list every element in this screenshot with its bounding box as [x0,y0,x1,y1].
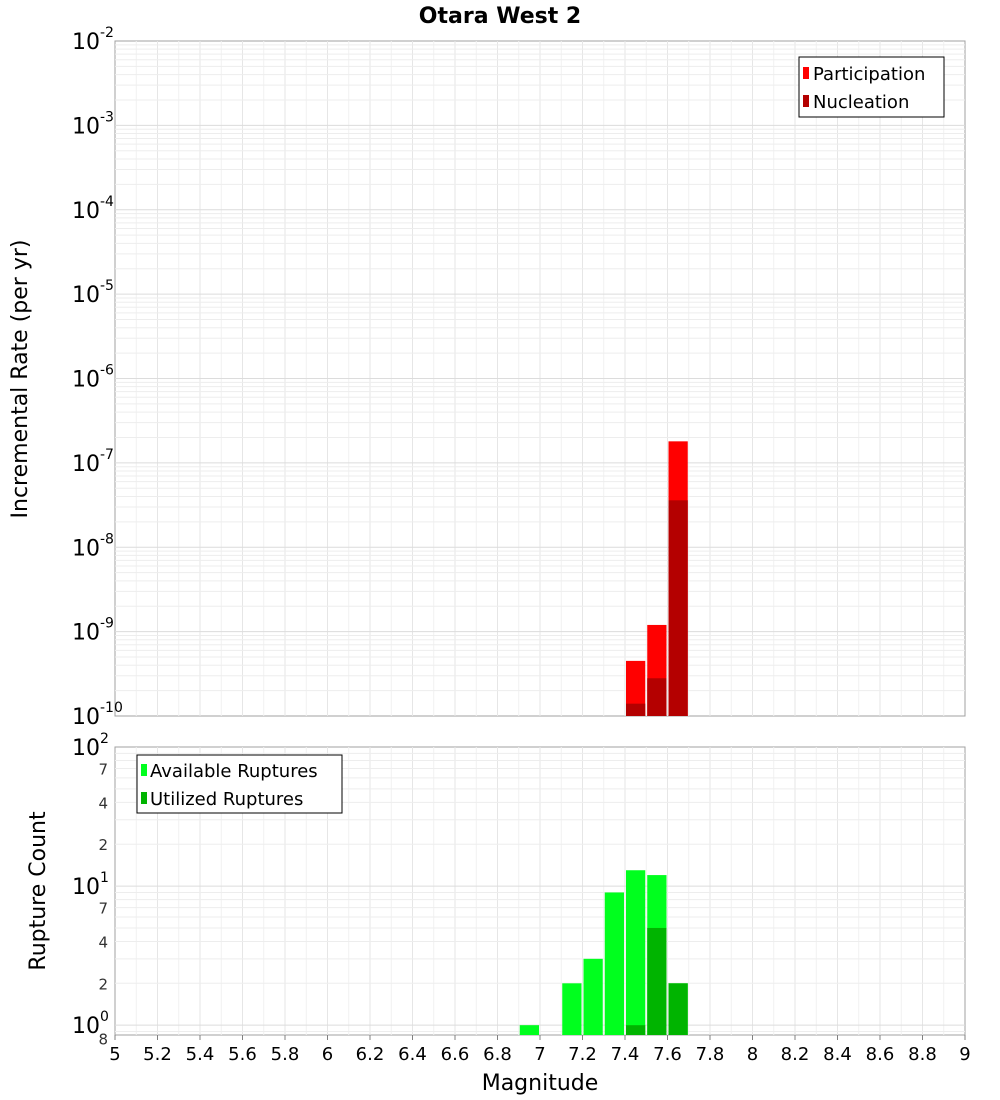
count-y-tick-label: 101 [72,870,109,900]
count-y-ticks: 100 101 102 8 2 4 7 2 4 7 [72,731,109,1049]
count-y-axis-label: Rupture Count [26,811,51,971]
x-ticks: 5 5.2 5.4 5.6 5.8 6 6.2 6.4 6.6 6.8 7 7.2 7.4 7.6 7.8 8… [109,1035,971,1065]
count-y-minor-tick-label: 2 [98,836,108,854]
count-y-tick-label: 102 [72,731,109,761]
x-tick-label: 5 [109,1044,120,1065]
x-tick-label: 5.2 [143,1044,172,1065]
rate-bar-nucleation [647,678,667,716]
count-y-tick-label: 100 [72,1009,109,1039]
legend-swatch-participation [803,67,809,79]
rate-y-tick-label: 10-3 [72,109,114,139]
count-bar-available-ruptures [626,870,646,1035]
rate-grid [115,41,965,716]
rate-y-tick-label: 10-8 [72,531,114,561]
x-tick-label: 5.6 [228,1044,257,1065]
rate-y-tick-label: 10-4 [72,194,114,224]
x-tick-label: 8.8 [908,1044,937,1065]
rate-bars [626,441,688,716]
x-tick-label: 6.2 [356,1044,385,1065]
x-tick-label: 7 [534,1044,545,1065]
count-legend: Available Ruptures Utilized Ruptures [136,754,343,814]
x-tick-label: 7.8 [696,1044,725,1065]
count-grid [115,747,965,1035]
rate-bar-participation [626,660,646,716]
x-tick-label: 6.6 [441,1044,470,1065]
rate-y-tick-label: 10-5 [72,278,114,308]
x-tick-label: 6 [322,1044,333,1065]
count-bar-utilized-ruptures [647,927,667,1035]
rate-y-tick-label: 10-10 [72,700,123,730]
count-bar-available-ruptures [562,983,582,1035]
rate-y-ticks: 10-10 10-9 10-8 10-7 10-6 10-5 10-4 10-3 10-2 [72,25,123,730]
x-tick-label: 8.6 [866,1044,895,1065]
count-bars [519,870,688,1035]
count-legend-box [136,754,343,814]
legend-swatch-utilized [141,792,147,804]
count-bar-utilized-ruptures [626,1025,646,1035]
x-tick-label: 5.8 [271,1044,300,1065]
rate-y-tick-label: 10-9 [72,616,114,646]
x-tick-label: 9 [959,1044,970,1065]
rate-bar-nucleation [626,703,646,716]
rate-legend-box [798,56,945,118]
x-tick-label: 7.2 [568,1044,597,1065]
legend-swatch-available [141,764,147,776]
count-y-minor-tick-label: 4 [98,794,108,812]
count-bar-utilized-ruptures [668,983,688,1035]
x-tick-label: 5.4 [186,1044,215,1065]
x-tick-label: 8 [747,1044,758,1065]
legend-swatch-nucleation [803,95,809,107]
count-y-minor-tick-label: 7 [98,761,108,779]
count-bar-available-ruptures [583,958,603,1035]
legend-label-available: Available Ruptures [150,761,318,782]
x-tick-label: 6.4 [398,1044,427,1065]
rate-y-tick-label: 10-2 [72,25,114,55]
legend-label-nucleation: Nucleation [813,92,909,113]
x-tick-label: 7.6 [653,1044,682,1065]
x-tick-label: 8.4 [823,1044,852,1065]
count-bar-available-ruptures [604,892,624,1035]
chart-title: Otara West 2 [419,4,581,29]
count-y-minor-tick-label: 4 [98,933,108,951]
rate-legend: Participation Nucleation [798,56,945,118]
x-tick-label: 7.4 [611,1044,640,1065]
x-axis-label: Magnitude [482,1071,599,1096]
rate-y-axis-label: Incremental Rate (per yr) [8,240,33,519]
count-bar-available-ruptures [519,1025,539,1035]
count-y-minor-tick-label: 2 [98,975,108,993]
x-tick-label: 6.8 [483,1044,512,1065]
rate-bar-nucleation [668,500,688,716]
x-tick-label: 8.2 [781,1044,810,1065]
legend-label-utilized: Utilized Ruptures [150,789,303,810]
count-y-minor-tick-label: 8 [98,1031,108,1049]
count-y-minor-tick-label: 7 [98,900,108,918]
rate-y-tick-label: 10-6 [72,363,114,393]
rate-y-tick-label: 10-7 [72,447,114,477]
legend-label-participation: Participation [813,64,925,85]
